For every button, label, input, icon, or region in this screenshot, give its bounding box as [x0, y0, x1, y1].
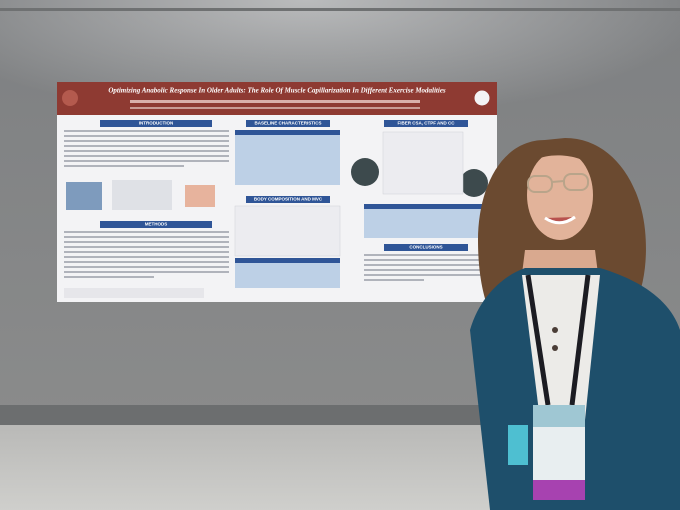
section-header [100, 120, 212, 127]
section-title: FIBER CSA, CTPF AND CC [397, 121, 455, 126]
badge [533, 405, 585, 500]
section-header [246, 196, 330, 203]
methods-text [64, 231, 229, 278]
section-title: CONCLUSIONS [409, 245, 442, 250]
shirt [522, 275, 600, 420]
section-title: METHODS [145, 222, 168, 227]
badge-stripe [533, 480, 585, 500]
figure [382, 131, 464, 195]
glasses [527, 173, 589, 193]
table-header [364, 204, 489, 209]
face [527, 150, 593, 240]
table [364, 204, 489, 238]
table-header [235, 258, 340, 263]
buttons [552, 327, 558, 351]
logo [473, 89, 491, 107]
table [235, 130, 340, 185]
conclusions-text [364, 254, 489, 281]
micrograph [351, 158, 379, 186]
micrograph [460, 169, 488, 197]
smile [544, 215, 576, 225]
figure [66, 182, 102, 210]
figure [185, 185, 215, 207]
lanyard [525, 274, 591, 406]
section-title: BODY COMPOSITION AND MVC [254, 197, 323, 202]
poster: Optimizing Anabolic Response In Older Ad… [57, 82, 497, 302]
figure [112, 180, 172, 210]
wall-trim [0, 8, 680, 11]
authors [130, 100, 420, 103]
badge-top [533, 405, 585, 427]
table-header [235, 130, 340, 135]
section-header [384, 120, 468, 127]
cuff [508, 425, 528, 465]
section-header [384, 244, 468, 251]
person [470, 138, 680, 510]
hair-front [536, 149, 590, 165]
section-header [100, 221, 212, 228]
section-title: INTRODUCTION [139, 121, 174, 126]
figure [234, 205, 341, 257]
poster-header [57, 82, 497, 115]
section-header [246, 120, 330, 127]
intro-text [64, 130, 229, 167]
logos [64, 288, 204, 298]
affiliations [130, 107, 420, 109]
section-title: BASELINE CHARACTERISTICS [254, 121, 321, 126]
poster-title: Optimizing Anabolic Response In Older Ad… [108, 87, 446, 95]
logo [62, 90, 78, 106]
